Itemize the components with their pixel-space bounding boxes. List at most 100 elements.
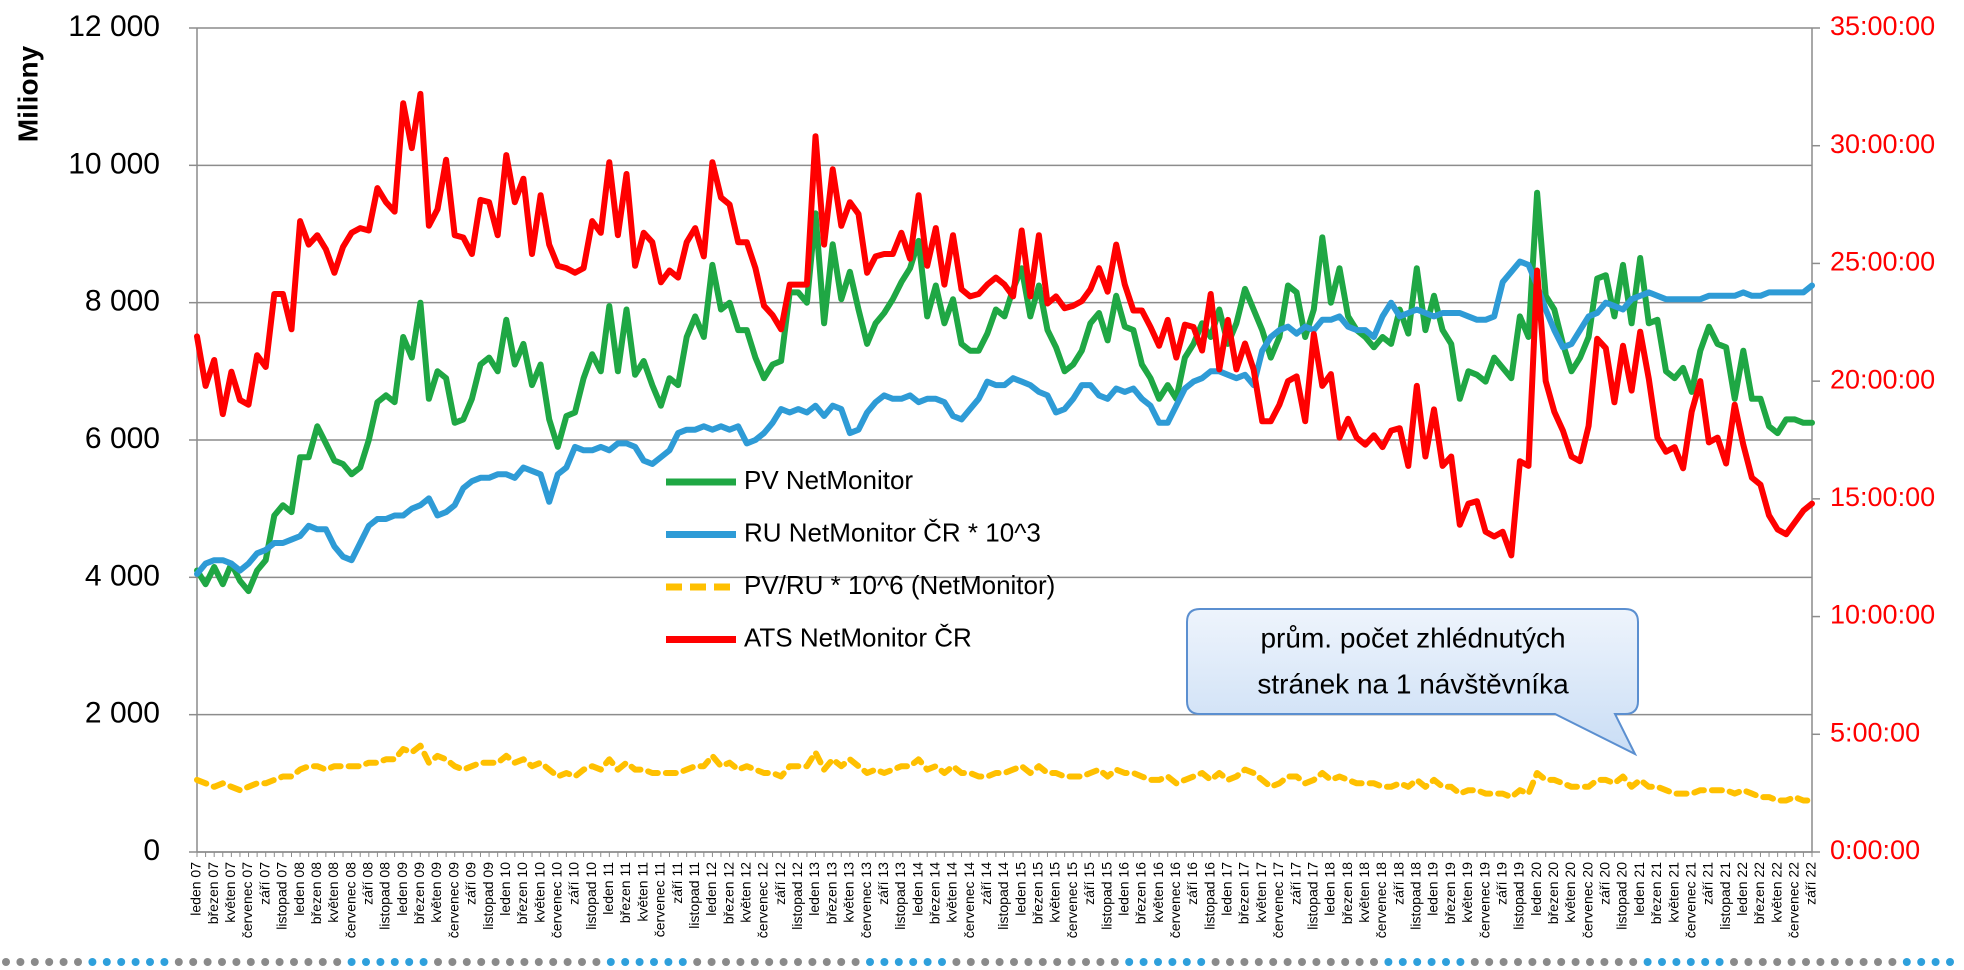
decor-dot (405, 958, 414, 966)
decor-dot (261, 958, 270, 966)
x-tick-label: červenec 20 (1579, 862, 1595, 938)
decor-dot (635, 958, 644, 966)
decor-dot (203, 958, 212, 966)
x-tick-label: leden 12 (703, 862, 719, 916)
decor-dot (1614, 958, 1623, 966)
decor-dot (520, 958, 529, 966)
x-tick-label: listopad 14 (995, 862, 1011, 930)
x-tick-label: listopad 07 (274, 862, 290, 930)
decor-dot (1154, 958, 1162, 966)
x-tick-label: listopad 16 (1201, 862, 1217, 930)
x-tick-label: březen 22 (1751, 862, 1767, 924)
x-tick-label: červenec 12 (755, 862, 771, 938)
decor-dot (1384, 958, 1393, 966)
callout-text: stránek na 1 návštěvníka (1257, 668, 1569, 699)
decor-dot (578, 958, 586, 966)
y-tick-label: 4 000 (85, 559, 160, 592)
decor-dot (1485, 958, 1494, 966)
decor-dot (1240, 958, 1249, 966)
series-line (194, 742, 1815, 804)
x-tick-label: září 19 (1493, 862, 1509, 905)
decor-dot (1211, 958, 1220, 966)
x-tick-label: květen 11 (634, 862, 650, 922)
decor-dot (1355, 958, 1364, 966)
decor-dot (1686, 958, 1695, 966)
decor-dot (1139, 958, 1148, 966)
decor-dot (866, 958, 874, 966)
decor-dot (822, 958, 831, 966)
decor-dot (1370, 958, 1378, 966)
decor-dot (362, 958, 370, 966)
decor-dot (549, 958, 558, 966)
decor-dot (592, 958, 601, 966)
decor-dot (1643, 958, 1652, 966)
x-tick-label: listopad 15 (1098, 862, 1114, 930)
x-tick-label: leden 07 (188, 862, 204, 916)
decor-dot (1542, 958, 1551, 966)
decor-dot (1902, 958, 1911, 966)
decor-dot (981, 958, 990, 966)
decor-dot (894, 958, 903, 966)
decor-dot (966, 958, 975, 966)
decor-dot (1701, 958, 1710, 966)
decor-dot (232, 958, 241, 966)
x-tick-label: červenec 19 (1476, 862, 1492, 938)
y-tick-label: 12 000 (68, 10, 160, 43)
decor-dot (45, 958, 54, 966)
decor-dot (390, 958, 399, 966)
x-tick-label: září 09 (463, 862, 479, 905)
decor-dot (376, 958, 385, 966)
decor-dot (1859, 958, 1868, 966)
x-tick-label: květen 10 (531, 862, 547, 923)
x-tick-label: červenec 08 (342, 862, 358, 938)
x-tick-label: březen 20 (1545, 862, 1561, 924)
decor-dot (534, 958, 543, 966)
y2-tick-label: 20:00:00 (1830, 364, 1935, 394)
decor-dot (909, 958, 918, 966)
decor-dot (1557, 958, 1566, 966)
decor-dot (1528, 958, 1537, 966)
x-tick-label: květen 09 (428, 862, 444, 923)
x-tick-label: červenec 14 (961, 862, 977, 938)
decor-dot (1874, 958, 1882, 966)
decor-dot (160, 958, 169, 966)
x-tick-label: září 18 (1390, 862, 1406, 905)
y2-tick-label: 30:00:00 (1830, 129, 1935, 159)
decor-dot (779, 958, 788, 966)
callout-box (1186, 608, 1639, 757)
x-tick-label: září 11 (669, 862, 685, 904)
x-tick-label: červenec 07 (239, 862, 255, 938)
y2-tick-label: 35:00:00 (1830, 11, 1935, 41)
decor-dot (434, 958, 442, 966)
x-tick-label: březen 15 (1030, 862, 1046, 924)
decor-dot (1499, 958, 1508, 966)
decor-dot (606, 958, 615, 966)
x-tick-label: leden 10 (497, 862, 513, 916)
x-tick-label: červenec 22 (1786, 862, 1802, 938)
decor-dot (938, 958, 946, 966)
x-tick-label: leden 14 (909, 862, 925, 916)
x-tick-label: listopad 21 (1717, 862, 1733, 930)
decor-dot (1398, 958, 1407, 966)
x-tick-label: březen 12 (720, 862, 736, 924)
decor-dot (1226, 958, 1234, 966)
decor-dot (1658, 958, 1666, 966)
decor-dot (693, 958, 702, 966)
y-tick-label: 6 000 (85, 422, 160, 455)
decor-dot (1816, 958, 1825, 966)
decor-dot (650, 958, 658, 966)
y-tick-label: 2 000 (85, 697, 160, 730)
decor-dot (1298, 958, 1306, 966)
x-tick-label: březen 13 (823, 862, 839, 924)
x-tick-label: květen 13 (841, 862, 857, 923)
x-tick-label: červenec 17 (1270, 862, 1286, 938)
decor-dot (1283, 958, 1292, 966)
x-tick-label: leden 19 (1425, 862, 1441, 916)
x-tick-label: červenec 21 (1682, 862, 1698, 938)
y2-tick-label: 0:00:00 (1830, 835, 1920, 865)
decor-dot (1931, 958, 1940, 966)
y2-tick-label: 15:00:00 (1830, 482, 1935, 512)
decor-dot (131, 958, 140, 966)
x-tick-label: květen 20 (1562, 862, 1578, 923)
decor-dot (1024, 958, 1033, 966)
